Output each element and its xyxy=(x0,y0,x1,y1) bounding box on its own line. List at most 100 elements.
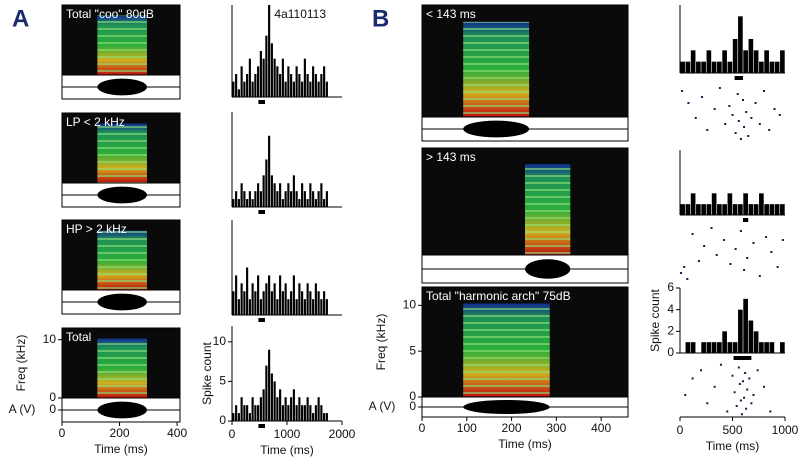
raster-dot xyxy=(756,369,759,372)
raster-dot xyxy=(770,251,773,253)
bar xyxy=(248,191,251,207)
raster-dot xyxy=(719,363,722,366)
bar xyxy=(722,204,727,215)
bar xyxy=(292,275,295,315)
a-tick-label: 0 xyxy=(409,399,416,413)
bar xyxy=(314,283,317,315)
bar xyxy=(325,81,328,97)
raster-dot xyxy=(781,239,784,241)
bar xyxy=(290,397,293,421)
bar xyxy=(287,405,290,421)
bar xyxy=(753,204,759,215)
bar xyxy=(685,342,691,353)
frame xyxy=(61,327,181,423)
bar xyxy=(706,342,712,353)
raster-dot xyxy=(735,405,738,407)
bar xyxy=(732,204,738,215)
bar xyxy=(769,61,775,73)
bar xyxy=(774,204,780,215)
raster-dot xyxy=(736,93,739,95)
raster-dot xyxy=(686,278,689,280)
raster-dot xyxy=(769,410,772,413)
raster-dot xyxy=(765,236,768,238)
bar xyxy=(295,191,298,207)
stimulus-bar xyxy=(258,424,265,428)
bar xyxy=(325,299,328,315)
raster-dot xyxy=(739,138,742,140)
bar xyxy=(690,193,696,215)
raster-dot xyxy=(752,242,755,244)
bar xyxy=(306,397,309,421)
spectrogram-title: > 143 ms xyxy=(426,150,476,164)
a-axis-label: A (V) xyxy=(369,399,396,413)
bar xyxy=(711,342,717,353)
bar xyxy=(738,204,743,215)
raster-dot xyxy=(737,120,740,122)
raster-dot xyxy=(742,99,744,101)
bar xyxy=(276,299,279,315)
bar xyxy=(312,413,315,421)
raster-dot xyxy=(745,111,748,113)
bar xyxy=(235,191,238,207)
bar xyxy=(317,191,320,207)
bar xyxy=(743,50,748,73)
bar xyxy=(748,320,754,353)
y-tick-label: 0 xyxy=(667,345,674,359)
panel-label: B xyxy=(372,5,389,32)
bar xyxy=(257,183,260,207)
bar xyxy=(251,397,254,421)
bar xyxy=(309,81,312,97)
bar xyxy=(298,283,301,315)
bar xyxy=(232,199,235,207)
x-axis-label: Time (ms) xyxy=(260,443,314,457)
raster-dot xyxy=(726,410,729,413)
harmonics xyxy=(463,21,530,117)
bar xyxy=(309,405,312,421)
frame xyxy=(61,112,181,208)
bar xyxy=(701,342,706,353)
x-tick-label: 400 xyxy=(167,426,187,440)
y-tick-label: 0 xyxy=(409,389,416,403)
bar xyxy=(254,291,257,315)
bar xyxy=(237,89,240,97)
harmonics xyxy=(97,123,147,183)
bar xyxy=(284,191,287,207)
bar xyxy=(306,74,309,97)
bar xyxy=(240,183,243,207)
bar xyxy=(690,342,696,353)
raster-dot xyxy=(745,407,748,410)
x-tick-label: 200 xyxy=(502,421,522,435)
x-tick-label: 2000 xyxy=(329,427,356,441)
bar xyxy=(298,199,301,207)
bar xyxy=(268,349,271,421)
x-tick-label: 300 xyxy=(546,421,566,435)
bar xyxy=(281,405,284,421)
spectrogram-title: Total "harmonic arch" 75dB xyxy=(426,289,571,303)
bar xyxy=(764,50,769,73)
bar xyxy=(265,365,268,421)
x-axis-label: Time (ms) xyxy=(706,439,760,453)
bar xyxy=(232,291,235,315)
raster-dot xyxy=(694,117,697,119)
bar xyxy=(287,299,290,315)
bar xyxy=(284,397,287,421)
bar xyxy=(748,39,754,73)
bar xyxy=(314,405,317,421)
bar xyxy=(680,61,685,73)
bar xyxy=(248,299,251,315)
bar xyxy=(243,81,246,97)
raster-dot xyxy=(773,108,776,110)
harmonics xyxy=(97,338,147,398)
bar xyxy=(701,204,706,215)
bar xyxy=(314,74,317,97)
stimulus-bar xyxy=(258,100,265,104)
frame xyxy=(421,4,629,142)
spectrogram-title: < 143 ms xyxy=(426,7,476,21)
bar xyxy=(259,397,262,421)
bar xyxy=(279,389,282,421)
bar xyxy=(301,405,304,421)
bar xyxy=(312,299,315,315)
bar xyxy=(325,413,328,421)
raster-dot xyxy=(737,366,740,369)
